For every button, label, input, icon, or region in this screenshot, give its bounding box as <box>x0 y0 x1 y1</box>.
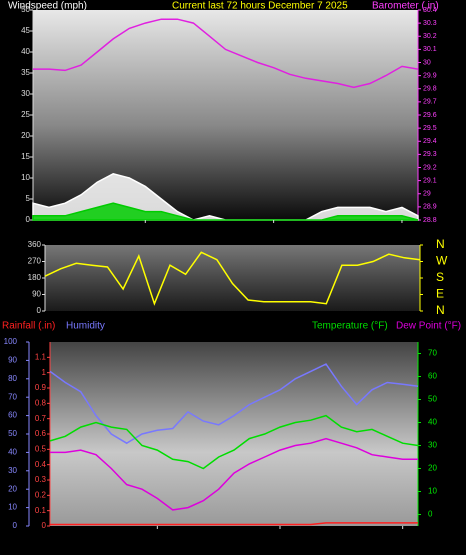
tick-label: 0 <box>26 215 31 224</box>
tick-label: 28.8 <box>423 217 437 224</box>
tick-label: 90 <box>8 356 17 365</box>
tick-label: 30 <box>423 59 431 66</box>
tick-label: 30.4 <box>423 7 437 14</box>
tick-label: 29.4 <box>423 138 437 145</box>
tick-label: S <box>436 270 444 284</box>
tick-label: 0.7 <box>35 414 47 423</box>
plot-area <box>45 245 420 311</box>
x-tick-label: Day 6 <box>270 536 291 545</box>
tick-label: 1.1 <box>35 352 47 361</box>
tick-label: 5 <box>26 194 31 203</box>
tick-label: 29.5 <box>423 125 437 132</box>
x-tick-label: Day 7 <box>392 536 413 545</box>
tick-label: 0.6 <box>35 429 47 438</box>
tick-label: E <box>436 287 444 301</box>
tick-label: 45 <box>21 26 30 35</box>
tick-label: 50 <box>21 5 30 14</box>
tick-label: 0.1 <box>35 506 47 515</box>
plot-area <box>50 342 418 526</box>
tick-label: 30.1 <box>423 46 437 53</box>
tick-label: 1 <box>42 368 47 377</box>
tick-label: 30 <box>428 441 437 450</box>
tick-label: 60 <box>8 411 17 420</box>
tick-label: 360 <box>28 240 42 249</box>
legend-label: Rainfall (.in) <box>2 321 55 332</box>
tick-label: 70 <box>428 349 437 358</box>
tick-label: 0.4 <box>35 460 47 469</box>
tick-label: 0.3 <box>35 475 47 484</box>
tick-label: 10 <box>8 503 17 512</box>
tick-label: 15 <box>21 152 30 161</box>
tick-label: 90 <box>32 290 41 299</box>
tick-label: 180 <box>28 273 42 282</box>
tick-label: 30 <box>21 89 30 98</box>
x-tick-label: Day 7 <box>392 227 413 236</box>
tick-label: 28.9 <box>423 204 437 211</box>
y-axis-title: Windspeed (mph) <box>8 1 87 12</box>
tick-label: 30 <box>8 466 17 475</box>
tick-label: 40 <box>21 47 30 56</box>
tick-label: 29.1 <box>423 177 437 184</box>
legend-label: Dew Point (°F) <box>396 321 461 332</box>
tick-label: 0.9 <box>35 383 47 392</box>
tick-label: 10 <box>21 173 30 182</box>
tick-label: 40 <box>428 418 437 427</box>
tick-label: 0 <box>428 510 433 519</box>
tick-label: 0 <box>13 521 18 530</box>
line <box>50 437 418 511</box>
tick-label: 80 <box>8 374 17 383</box>
tick-label: W <box>436 254 448 268</box>
tick-label: 70 <box>8 392 17 401</box>
tick-label: 29.8 <box>423 86 437 93</box>
tick-label: 29.9 <box>423 72 437 79</box>
tick-label: 30.3 <box>423 20 437 27</box>
tick-label: 29.7 <box>423 99 437 106</box>
x-tick-label: Day 6 <box>263 227 284 236</box>
tick-label: 20 <box>8 484 17 493</box>
tick-label: N <box>436 237 445 251</box>
tick-label: 270 <box>28 257 42 266</box>
tick-label: 50 <box>428 395 437 404</box>
tick-label: 20 <box>21 131 30 140</box>
tick-label: 0 <box>37 306 42 315</box>
line <box>33 18 419 89</box>
tick-label: 50 <box>8 429 17 438</box>
tick-label: 25 <box>21 110 30 119</box>
tick-label: 40 <box>8 448 17 457</box>
tick-label: 60 <box>428 372 437 381</box>
tick-label: 29.2 <box>423 164 437 171</box>
y2-axis-title: Barometer (.in) <box>372 1 439 12</box>
tick-label: 100 <box>4 337 18 346</box>
tick-label: 0 <box>42 521 47 530</box>
x-tick-label: Day 5 <box>147 536 168 545</box>
chart-title: Current last 72 hours December 7 2025 <box>172 1 348 12</box>
tick-label: 29 <box>423 191 431 198</box>
tick-label: 29.6 <box>423 112 437 119</box>
tick-label: N <box>436 303 445 317</box>
tick-label: 29.3 <box>423 151 437 158</box>
tick-label: 0.2 <box>35 490 47 499</box>
area <box>32 202 419 221</box>
line <box>44 251 421 306</box>
line <box>50 522 418 526</box>
tick-label: 0.5 <box>35 444 47 453</box>
tick-label: 35 <box>21 68 30 77</box>
line <box>49 414 419 470</box>
line <box>49 363 419 445</box>
tick-label: 10 <box>428 487 437 496</box>
tick-label: 0.8 <box>35 398 47 407</box>
x-tick-label: Day 5 <box>135 227 156 236</box>
tick-label: 30.2 <box>423 33 437 40</box>
tick-label: 20 <box>428 464 437 473</box>
legend-label: Humidity <box>66 321 105 332</box>
legend-label: Temperature (°F) <box>312 321 388 332</box>
